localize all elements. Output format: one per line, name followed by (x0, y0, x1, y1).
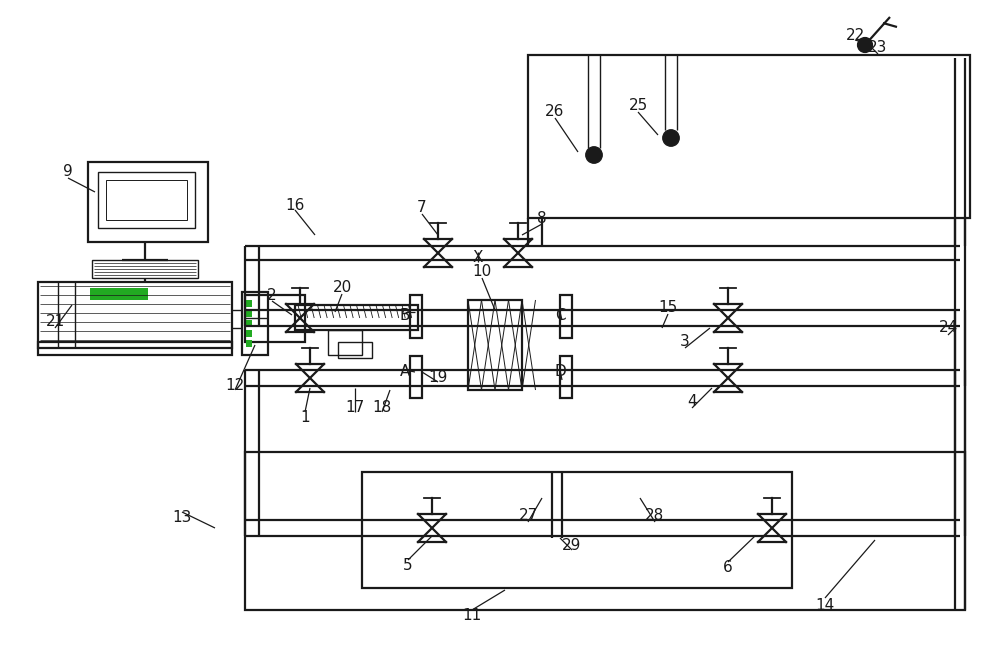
Text: 20: 20 (332, 281, 352, 295)
Bar (246, 340, 252, 347)
Bar (328, 330, 362, 355)
Text: 19: 19 (428, 371, 448, 385)
Bar (246, 300, 252, 307)
Text: 26: 26 (545, 105, 565, 120)
Bar (362, 472, 792, 588)
Text: 1: 1 (300, 410, 310, 426)
Bar (98, 172, 195, 228)
Text: 3: 3 (680, 334, 690, 350)
Bar (468, 300, 522, 390)
Circle shape (663, 130, 679, 146)
Text: C: C (555, 308, 565, 322)
Text: 27: 27 (518, 508, 538, 522)
Bar (106, 180, 187, 220)
Bar (38, 342, 232, 355)
Bar (410, 356, 422, 398)
Text: 6: 6 (723, 561, 733, 575)
Text: 13: 13 (172, 510, 192, 526)
Bar (242, 292, 268, 355)
Bar (246, 320, 252, 327)
Text: 9: 9 (63, 164, 73, 179)
Text: 22: 22 (845, 28, 865, 42)
Text: 12: 12 (225, 377, 245, 393)
Text: D: D (554, 365, 566, 379)
Text: 18: 18 (372, 401, 392, 416)
Text: 11: 11 (462, 608, 482, 622)
Text: 2: 2 (267, 287, 277, 303)
Bar (245, 295, 305, 342)
Bar (245, 452, 965, 610)
Bar (295, 305, 418, 330)
Text: 10: 10 (472, 265, 492, 279)
Text: 4: 4 (687, 395, 697, 410)
Bar (410, 295, 422, 338)
Text: 14: 14 (815, 598, 835, 612)
Bar (38, 282, 232, 348)
Circle shape (858, 38, 872, 52)
Text: 16: 16 (285, 197, 305, 213)
Bar (560, 295, 572, 338)
Text: X: X (473, 250, 483, 265)
Text: 7: 7 (417, 201, 427, 216)
Bar (88, 162, 208, 242)
Bar (246, 310, 252, 317)
Text: 15: 15 (658, 301, 678, 316)
Bar (338, 342, 372, 358)
Text: B: B (400, 308, 410, 322)
Text: 25: 25 (628, 97, 648, 113)
Text: 5: 5 (403, 557, 413, 573)
Bar (560, 356, 572, 398)
Text: 23: 23 (868, 40, 888, 56)
Bar (92, 260, 198, 278)
Bar (90, 288, 148, 300)
Bar (246, 330, 252, 337)
Text: 8: 8 (537, 211, 547, 226)
Text: 29: 29 (562, 538, 582, 553)
Text: A: A (400, 365, 410, 379)
Text: 17: 17 (345, 401, 365, 416)
Text: 28: 28 (645, 508, 665, 522)
Text: 24: 24 (938, 320, 958, 336)
Bar (528, 55, 970, 218)
Text: 21: 21 (45, 314, 65, 330)
Circle shape (586, 147, 602, 164)
